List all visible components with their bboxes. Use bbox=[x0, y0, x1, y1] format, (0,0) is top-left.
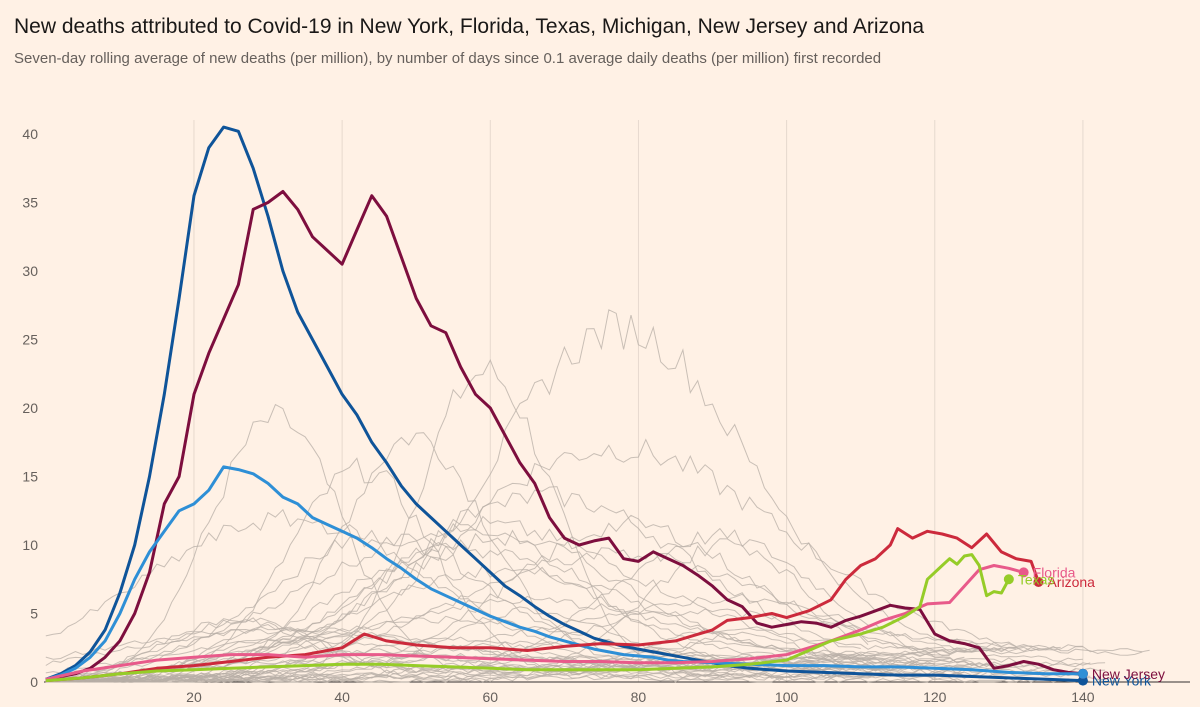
context-line bbox=[45, 638, 1017, 683]
series-line-texas bbox=[45, 553, 1011, 683]
context-line bbox=[45, 617, 936, 682]
series-line-florida bbox=[45, 564, 1025, 681]
context-line bbox=[45, 627, 1061, 666]
y-tick-label-5: 5 bbox=[30, 606, 38, 622]
series-end-dot-arizona bbox=[1033, 576, 1044, 587]
y-axis: 0 5 10 15 20 25 30 35 40 bbox=[22, 126, 38, 690]
y-tick-label-15: 15 bbox=[22, 469, 38, 485]
series-label-florida: Florida bbox=[1033, 564, 1076, 580]
context-lines bbox=[45, 309, 1150, 683]
x-tick-label-120: 120 bbox=[923, 689, 947, 705]
x-tick-label-20: 20 bbox=[186, 689, 202, 705]
chart-subtitle: Seven-day rolling average of new deaths … bbox=[14, 50, 882, 68]
y-tick-label-20: 20 bbox=[22, 400, 38, 416]
x-tick-label-60: 60 bbox=[482, 689, 498, 705]
context-line bbox=[45, 432, 1039, 683]
y-tick-label-40: 40 bbox=[22, 126, 38, 142]
series-line-new-jersey bbox=[45, 190, 1084, 681]
y-tick-label-10: 10 bbox=[22, 537, 38, 553]
y-tick-label-30: 30 bbox=[22, 263, 38, 279]
y-tick-label-0: 0 bbox=[30, 674, 38, 690]
context-line bbox=[45, 652, 1106, 683]
chart-grid bbox=[193, 120, 1084, 682]
y-tick-label-25: 25 bbox=[22, 332, 38, 348]
x-tick-label-140: 140 bbox=[1071, 689, 1095, 705]
series-label-arizona: Arizona bbox=[1047, 574, 1095, 590]
x-tick-label-80: 80 bbox=[631, 689, 647, 705]
series-end-dot-new-york bbox=[1077, 675, 1088, 686]
context-line bbox=[45, 529, 950, 683]
context-line bbox=[45, 617, 898, 682]
context-line bbox=[45, 486, 861, 683]
chart-title: New deaths attributed to Covid-19 in New… bbox=[14, 15, 925, 38]
series-end-dot-texas bbox=[1003, 574, 1014, 585]
series-end-dot-florida bbox=[1018, 567, 1029, 578]
x-tick-label-40: 40 bbox=[334, 689, 350, 705]
series-label-new-jersey: New Jersey bbox=[1092, 666, 1165, 682]
series-label-texas: Texas bbox=[1018, 571, 1055, 587]
context-line bbox=[45, 595, 1039, 683]
x-axis: 20 40 60 80 100 120 140 bbox=[44, 681, 1190, 705]
x-tick-label-100: 100 bbox=[775, 689, 799, 705]
series-line-new-york bbox=[45, 125, 1083, 683]
series-end-dot-michigan bbox=[1077, 668, 1088, 679]
highlighted-series bbox=[45, 125, 1084, 683]
chart-header: New deaths attributed to Covid-19 in New… bbox=[14, 14, 1186, 69]
series-label-new-york: New York bbox=[1092, 673, 1152, 689]
y-tick-label-35: 35 bbox=[22, 195, 38, 211]
